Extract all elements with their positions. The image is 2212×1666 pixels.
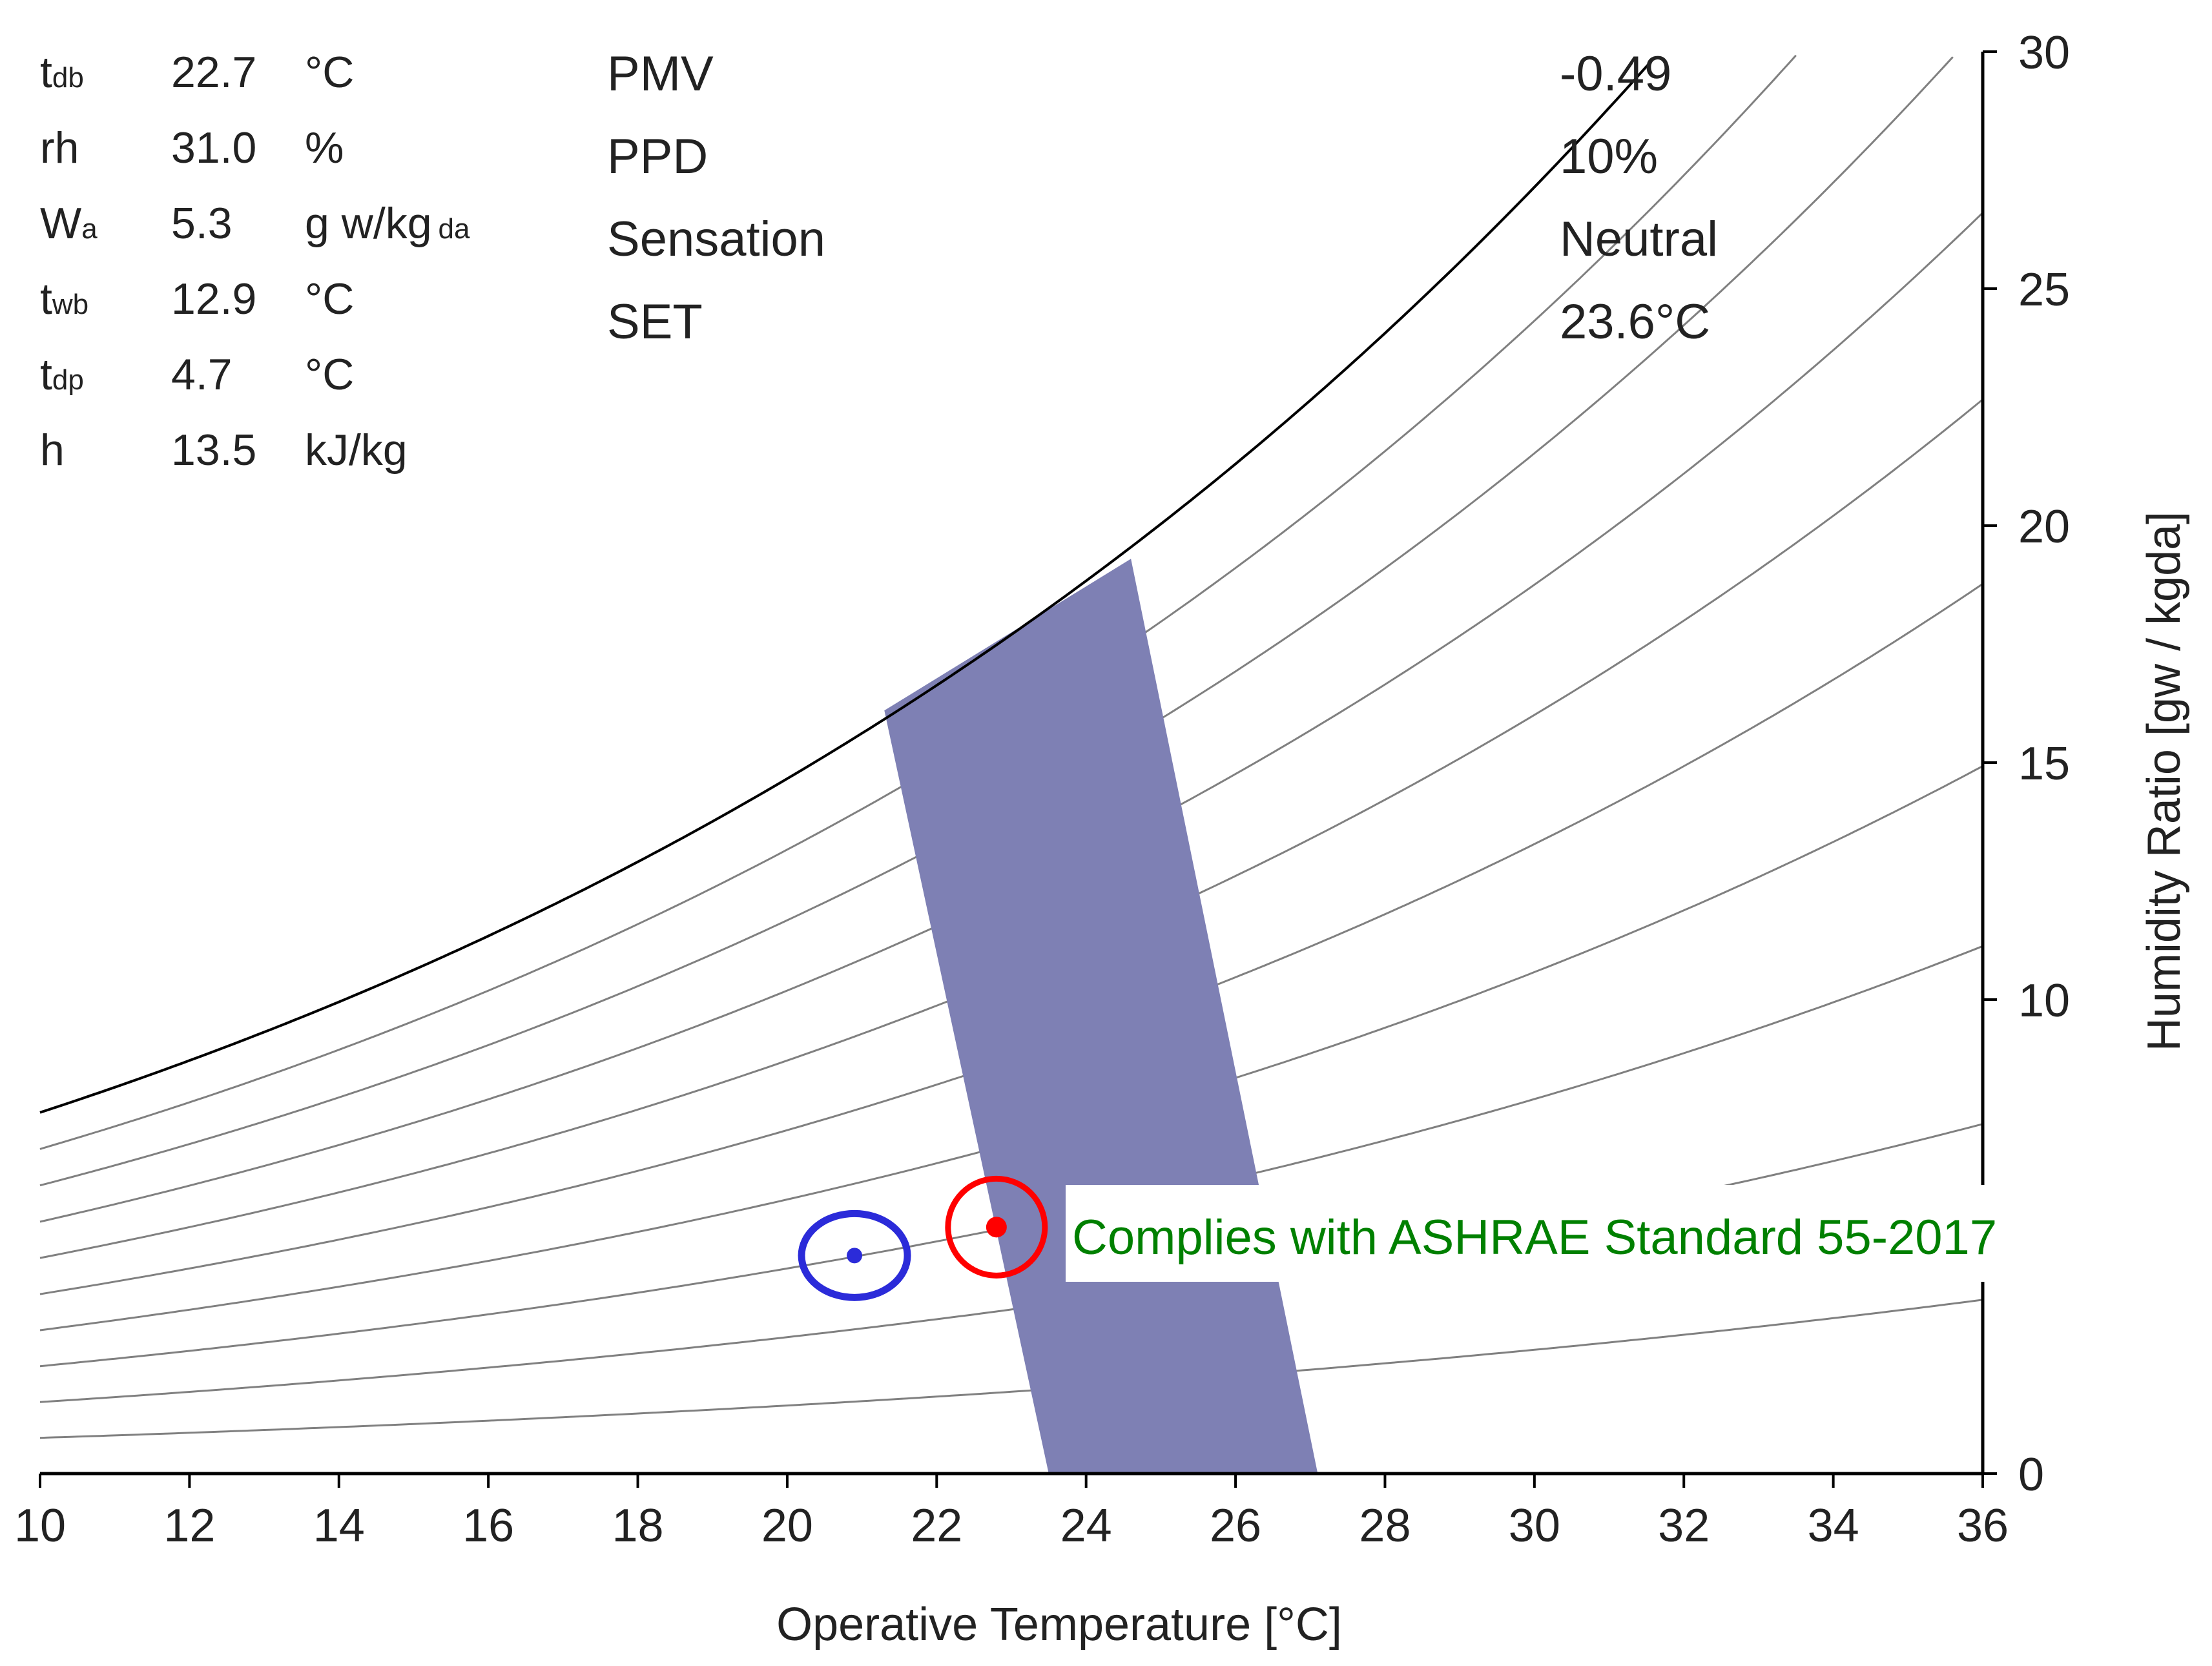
compliance-label-bg xyxy=(1066,1185,2131,1282)
x-axis: 10 12 14 16 18 20 22 24 26 28 30 32 34 36 xyxy=(14,1472,2009,1552)
psychro-symbol: rh xyxy=(40,123,79,172)
x-tick-label: 32 xyxy=(1658,1500,1710,1552)
psychro-unit: g w/kg da xyxy=(305,199,470,248)
result-label: PMV xyxy=(607,46,714,101)
x-tick-label: 14 xyxy=(313,1500,365,1552)
psychro-unit: % xyxy=(305,123,344,172)
psychro-symbol-sub: db xyxy=(52,62,84,94)
y-axis-label: Humidity Ratio [gw / kgda] xyxy=(2138,511,2190,1051)
x-tick-label: 26 xyxy=(1210,1500,1261,1552)
x-tick-label: 12 xyxy=(163,1500,215,1552)
psychro-value: 13.5 xyxy=(171,426,256,475)
psychro-unit: °C xyxy=(305,350,354,399)
x-tick-label: 28 xyxy=(1359,1500,1411,1552)
comfort-results-panel: PMV -0.49 PPD 10% Sensation Neutral SET 23.6°C xyxy=(607,46,1718,349)
psychro-unit-sub: da xyxy=(439,213,470,245)
rh-curve-90 xyxy=(39,54,1797,1150)
compliance-label: Complies with ASHRAE Standard 55-2017 xyxy=(1072,1210,1997,1265)
result-value: Neutral xyxy=(1560,212,1718,267)
alternate-point-ring xyxy=(798,1209,911,1301)
current-point-ring xyxy=(945,1175,1048,1279)
psychro-value: 4.7 xyxy=(171,350,233,399)
saturation-curve xyxy=(39,57,1655,1114)
psychro-value: 12.9 xyxy=(171,274,256,324)
x-tick-label: 34 xyxy=(1808,1500,1859,1552)
x-tick-label: 30 xyxy=(1509,1500,1560,1552)
psychro-symbol: twb xyxy=(40,274,88,324)
psychro-symbol: tdp xyxy=(40,350,84,399)
y-tick-label: 15 xyxy=(2018,738,2070,790)
x-tick-label: 24 xyxy=(1060,1500,1112,1552)
comfort-zone-polygon xyxy=(884,559,1318,1474)
alternate-point xyxy=(847,1248,863,1264)
y-tick-label: 10 xyxy=(2018,975,2070,1027)
psychro-unit: kJ/kg xyxy=(305,426,408,475)
x-tick-label: 22 xyxy=(911,1500,962,1552)
y-tick-label: 30 xyxy=(2018,27,2070,79)
x-tick-label: 10 xyxy=(14,1500,66,1552)
psychro-value: 31.0 xyxy=(171,123,256,172)
psychro-unit: °C xyxy=(305,48,354,97)
x-axis-label: Operative Temperature [°C] xyxy=(776,1599,1342,1651)
psychro-value: 22.7 xyxy=(171,48,256,97)
psychro-symbol: tdb xyxy=(40,48,84,97)
psychro-value: 5.3 xyxy=(171,199,233,248)
psychro-symbol-sub: wb xyxy=(52,289,88,320)
psychro-symbol-sub: a xyxy=(81,213,98,245)
psychro-symbol: h xyxy=(40,426,65,475)
result-value: 23.6°C xyxy=(1560,294,1710,349)
x-tick-label: 16 xyxy=(462,1500,514,1552)
psychro-symbol-sub: dp xyxy=(52,364,84,396)
y-tick-label: 25 xyxy=(2018,264,2070,316)
current-point xyxy=(986,1217,1007,1238)
result-value: -0.49 xyxy=(1560,46,1671,101)
result-label: PPD xyxy=(607,129,708,184)
x-tick-label: 36 xyxy=(1957,1500,2009,1552)
psychro-unit: °C xyxy=(305,274,354,324)
x-tick-label: 20 xyxy=(761,1500,813,1552)
psychrometric-values-panel: tdb 22.7 °C rh 31.0 % Wa 5.3 g w/kg da twb 12.9 °C td… xyxy=(40,48,470,475)
data-points xyxy=(798,1175,1048,1301)
result-label: Sensation xyxy=(607,212,825,267)
x-tick-label: 18 xyxy=(612,1500,663,1552)
psychro-symbol: Wa xyxy=(40,199,98,248)
result-label: SET xyxy=(607,294,703,349)
y-tick-label: 0 xyxy=(2018,1449,2044,1501)
rh-curve-10 xyxy=(39,1299,1983,1439)
y-tick-label: 20 xyxy=(2018,501,2070,553)
result-value: 10% xyxy=(1560,129,1658,184)
